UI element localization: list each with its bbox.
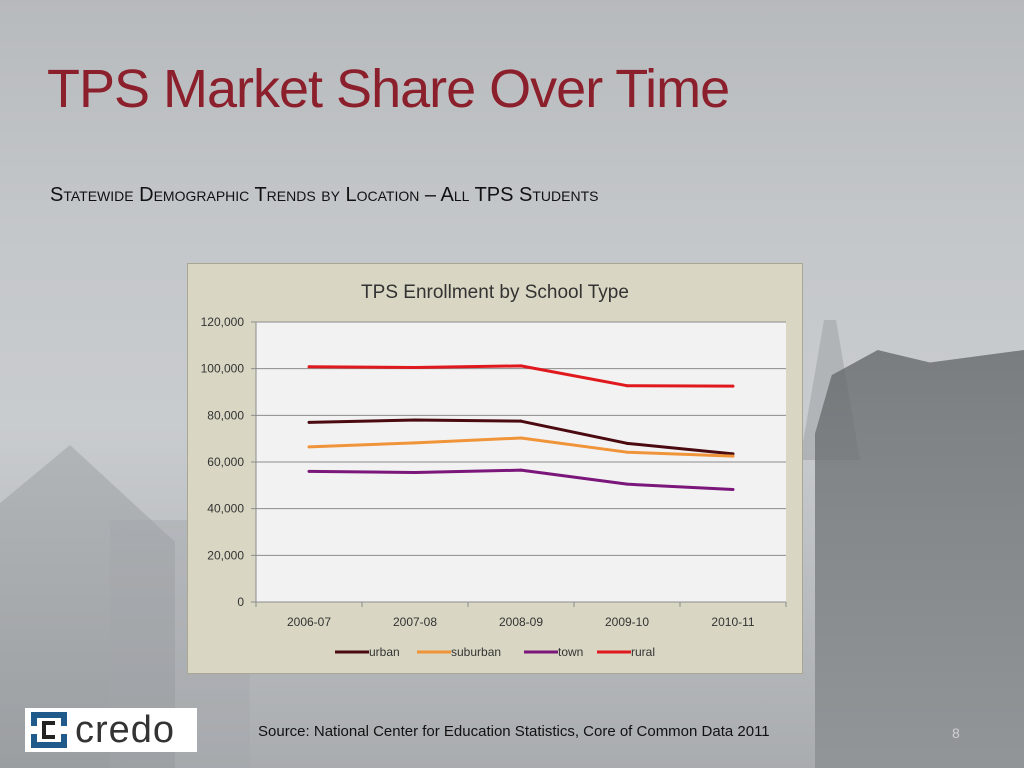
- data-point-urban: [307, 420, 311, 424]
- data-point-rural: [413, 366, 417, 369]
- x-tick-label: 2007-08: [393, 615, 437, 629]
- background-building-right: [815, 350, 1024, 768]
- data-point-suburban: [625, 450, 629, 454]
- legend-label-suburban: suburban: [451, 645, 501, 659]
- data-point-town: [625, 482, 629, 486]
- y-tick-label: 100,000: [201, 362, 245, 376]
- data-point-rural: [519, 364, 523, 368]
- credo-logo-text: credo: [75, 709, 176, 751]
- data-point-urban: [731, 452, 735, 456]
- legend-label-urban: urban: [369, 645, 400, 659]
- chart-container: TPS Enrollment by School Type 0 20,000 40,…: [187, 263, 803, 674]
- data-point-town: [413, 471, 417, 474]
- data-point-town: [519, 468, 523, 472]
- data-point-rural: [731, 384, 735, 388]
- slide-subtitle: Statewide Demographic Trends by Location…: [50, 184, 599, 206]
- x-tick-label: 2006-07: [287, 615, 331, 629]
- data-point-suburban: [519, 436, 523, 440]
- data-point-urban: [413, 418, 417, 422]
- y-tick-label: 120,000: [201, 315, 245, 329]
- data-point-suburban: [413, 441, 417, 445]
- legend-label-town: town: [558, 645, 583, 659]
- x-tick-label: 2009-10: [605, 615, 649, 629]
- source-citation: Source: National Center for Education St…: [258, 723, 770, 740]
- y-tick-label: 20,000: [207, 548, 244, 562]
- y-tick-label: 0: [237, 595, 244, 609]
- x-tick-label: 2010-11: [711, 615, 754, 629]
- line-chart: TPS Enrollment by School Type 0 20,000 40,…: [201, 282, 787, 659]
- x-tick-label: 2008-09: [499, 615, 543, 629]
- y-tick-label: 80,000: [207, 408, 244, 422]
- data-point-suburban: [307, 445, 311, 449]
- page-number: 8: [952, 725, 960, 741]
- chart-title: TPS Enrollment by School Type: [361, 282, 629, 303]
- data-point-rural: [307, 365, 311, 369]
- data-point-urban: [519, 419, 523, 423]
- credo-logo-mark: [31, 712, 67, 748]
- data-point-rural: [625, 384, 629, 388]
- data-point-suburban: [731, 454, 735, 458]
- slide-title: TPS Market Share Over Time: [47, 59, 730, 119]
- data-point-urban: [625, 441, 629, 445]
- y-tick-label: 60,000: [207, 455, 244, 469]
- data-point-town: [731, 488, 735, 492]
- y-tick-label: 40,000: [207, 502, 244, 516]
- data-point-town: [307, 469, 311, 473]
- credo-logo: credo: [25, 708, 197, 752]
- legend-label-rural: rural: [631, 645, 655, 659]
